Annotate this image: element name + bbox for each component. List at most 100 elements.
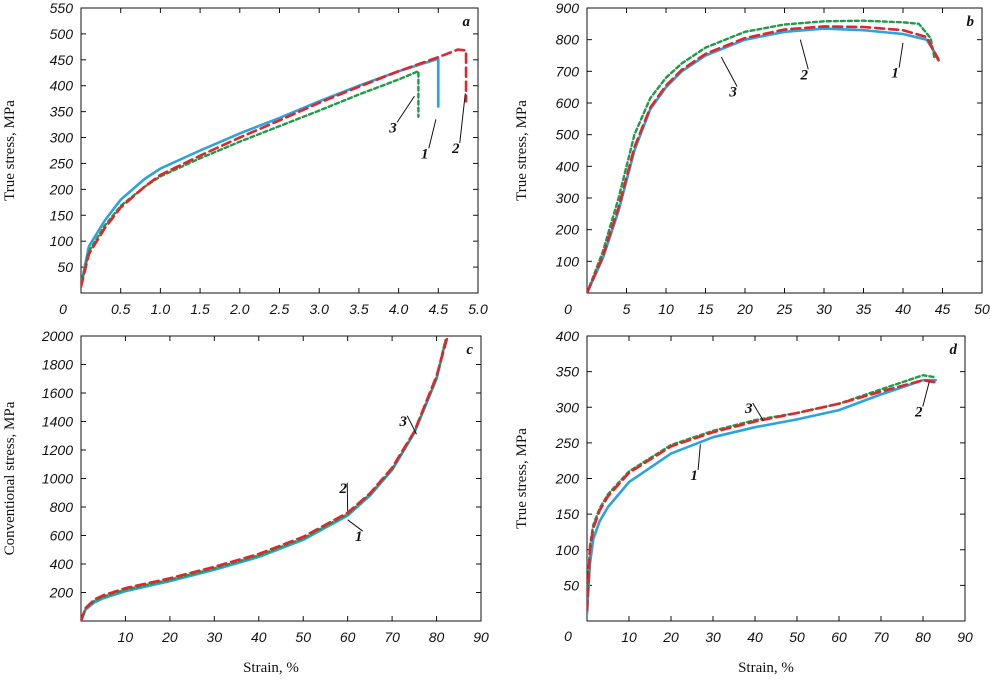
y-tick-label: 500 [50, 26, 74, 42]
y-tick-label: 350 [50, 104, 74, 120]
y-tick-label: 50 [57, 259, 73, 275]
series-line-3 [81, 70, 420, 287]
x-tick-label: 5 [623, 301, 631, 317]
x-tick-label: 20 [161, 629, 178, 645]
y-tick-label: 200 [555, 471, 580, 487]
plot-frame [586, 335, 966, 622]
x-tick-label: 40 [251, 629, 267, 645]
series-line-2 [587, 378, 937, 612]
series-line-3 [587, 374, 937, 612]
y-tick-label: 500 [556, 127, 580, 143]
y-tick-label: 800 [50, 499, 74, 515]
curve-label: 1 [355, 529, 363, 545]
y-tick-label: 2000 [41, 328, 73, 344]
y-tick-label: 300 [50, 130, 74, 146]
x-tick-label: 0.5 [111, 301, 131, 317]
series-line-1 [81, 340, 447, 621]
y-tick-label: 300 [556, 190, 580, 206]
curve-label: 3 [388, 120, 397, 136]
y-tick-label: 200 [49, 585, 74, 601]
y-axis-label: True stress, MPa [514, 428, 530, 529]
curve-leader-line [347, 519, 364, 532]
x-tick-label: 25 [776, 301, 793, 317]
panel-letter: d [950, 342, 958, 358]
y-tick-label: 600 [50, 528, 74, 544]
curve-label: 1 [690, 468, 698, 484]
x-tick-label: 70 [384, 629, 400, 645]
y-axis-label: Conventional stress, MPa [2, 401, 18, 555]
y-axis-label: True stress, MPa [2, 100, 18, 201]
series-line-2 [81, 48, 468, 289]
x-tick-label: 2.5 [269, 301, 290, 317]
curve-leader-line [428, 119, 437, 149]
series-line-2 [81, 335, 449, 621]
y-tick-label: 300 [556, 399, 580, 415]
curve-label: 2 [338, 481, 347, 497]
y-tick-label: 600 [556, 95, 580, 111]
x-tick-label: 90 [473, 629, 489, 645]
y-tick-label: 200 [49, 181, 74, 197]
y-tick-label: 50 [563, 577, 579, 593]
panel-d: 10 20 30 40 50 60 70 80 905010015020025030035040… [514, 328, 973, 676]
y-axis-label: True stress, MPa [514, 100, 530, 201]
curve-leader-line [396, 95, 415, 123]
x-tick-label: 60 [831, 629, 847, 645]
y-tick-label: 400 [50, 556, 74, 572]
x-tick-label: 4.5 [429, 301, 449, 317]
x-tick-label: 30 [816, 301, 832, 317]
x-tick-label: 15 [698, 301, 714, 317]
curve-label: 3 [728, 85, 737, 101]
curve-leader-line [898, 42, 904, 68]
plot-frame [80, 335, 482, 622]
x-tick-label: 40 [895, 301, 911, 317]
curve-label: 1 [421, 146, 429, 162]
origin-label: 0 [564, 301, 572, 317]
y-tick-label: 400 [556, 328, 580, 344]
y-tick-label: 250 [555, 435, 580, 451]
panel-a: 0.5 1.0 1.5 2.0 2.5 3.0 3.5 4.0 4.5 5.05010015020… [2, 0, 488, 317]
x-tick-label: 1.5 [190, 301, 210, 317]
panel-letter: c [466, 342, 473, 358]
series-line-3 [587, 19, 936, 293]
series-line-3 [81, 339, 447, 621]
series-line-1 [587, 378, 937, 616]
plot-frame [586, 7, 983, 294]
curve-label: 2 [914, 405, 923, 421]
panel-c: 10 20 30 40 50 60 70 80 90 200 400 600 800 1000 1200 14… [2, 328, 489, 676]
x-tick-label: 30 [207, 629, 223, 645]
y-tick-label: 900 [556, 0, 580, 16]
y-tick-label: 100 [556, 253, 580, 269]
y-tick-label: 250 [49, 155, 74, 171]
x-tick-label: 60 [340, 629, 356, 645]
series-line-1 [587, 27, 940, 293]
y-tick-label: 200 [555, 222, 580, 238]
x-tick-label: 50 [295, 629, 311, 645]
y-tick-label: 1000 [42, 471, 73, 487]
y-tick-label: 1800 [42, 357, 73, 373]
y-tick-label: 150 [50, 207, 74, 223]
y-tick-label: 800 [556, 32, 580, 48]
x-tick-label: 10 [118, 629, 134, 645]
y-tick-label: 150 [556, 506, 580, 522]
curve-leader-line [459, 93, 466, 144]
y-tick-label: 450 [50, 52, 74, 68]
y-tick-label: 1200 [42, 442, 73, 458]
x-tick-label: 1.0 [151, 301, 171, 317]
x-tick-label: 30 [705, 629, 721, 645]
series-line-2 [587, 25, 940, 293]
x-tick-label: 70 [873, 629, 889, 645]
curve-leader-line [922, 381, 930, 407]
curve-leader-line [697, 444, 701, 470]
series-line-1 [81, 57, 440, 287]
curve-leader-line [799, 39, 809, 70]
curve-leader-line [406, 415, 418, 435]
y-tick-label: 1400 [42, 414, 73, 430]
y-tick-label: 1600 [42, 385, 73, 401]
curve-label: 2 [800, 67, 809, 83]
y-tick-label: 400 [556, 158, 580, 174]
x-tick-label: 50 [789, 629, 805, 645]
y-tick-label: 700 [556, 63, 580, 79]
x-tick-label: 20 [736, 301, 753, 317]
x-tick-label: 3.5 [349, 301, 369, 317]
panel-letter: b [967, 14, 975, 30]
